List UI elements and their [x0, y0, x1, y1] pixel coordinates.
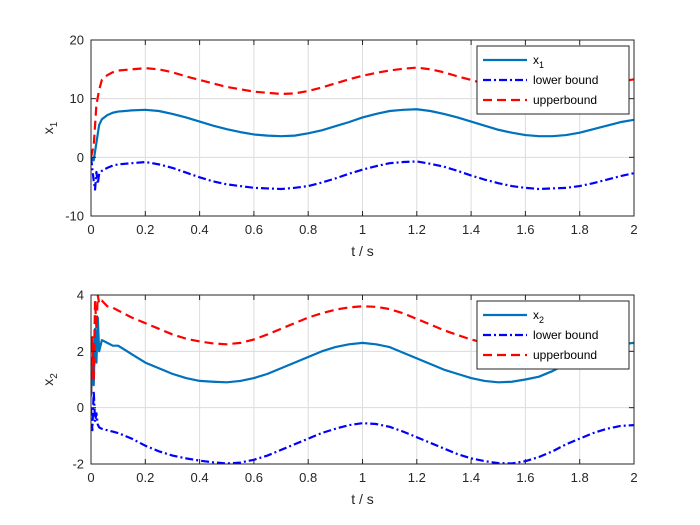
x-tick-label: 1 [359, 470, 366, 485]
legend: x1 lower bound upperbound [476, 45, 630, 115]
series-line-state [91, 316, 634, 397]
y-tick-label: 2 [77, 344, 84, 359]
legend-entry: x1 [533, 53, 544, 70]
x-tick-label: 1.2 [408, 470, 426, 485]
x-tick-label: 1.6 [516, 222, 534, 237]
x-tick-label: 1 [359, 222, 366, 237]
y-axis-label: x1 [40, 121, 60, 134]
legend-entry: x2 [533, 308, 544, 325]
x-tick-label: 0.6 [245, 470, 263, 485]
x-tick-label: 2 [630, 470, 637, 485]
x-axis-label: t / s [351, 243, 374, 259]
y-tick-label: -2 [72, 457, 84, 472]
x-tick-label: 0.6 [245, 222, 263, 237]
x-tick-label: 1.2 [408, 222, 426, 237]
legend-entry: upperbound [533, 348, 597, 362]
series-line-lower-bound [91, 157, 634, 191]
x-tick-label: 0.8 [299, 470, 317, 485]
y-axis-label: x2 [40, 373, 60, 386]
legend-entry: upperbound [533, 93, 597, 107]
x-axis-label: t / s [351, 491, 374, 507]
y-tick-label: 0 [77, 150, 84, 165]
x-tick-label: 0.2 [136, 470, 154, 485]
series-line-upperbound [91, 295, 634, 394]
y-tick-label: 4 [77, 288, 84, 303]
x-tick-label: 1.8 [571, 470, 589, 485]
legend: x2 lower bound upperbound [476, 300, 630, 370]
x-tick-label: 1.4 [462, 470, 480, 485]
x-tick-label: 0.2 [136, 222, 154, 237]
x-tick-label: 1.6 [516, 470, 534, 485]
y-tick-label: 0 [77, 400, 84, 415]
y-tick-label: -10 [65, 209, 84, 224]
x-tick-label: 1.8 [571, 222, 589, 237]
y-tick-label: 10 [70, 91, 84, 106]
x-tick-label: 0 [87, 470, 94, 485]
x-tick-label: 0.4 [191, 222, 209, 237]
y-tick-label: 20 [70, 33, 84, 48]
legend-entry: lower bound [533, 73, 598, 87]
x-tick-label: 1.4 [462, 222, 480, 237]
legend-entry: lower bound [533, 328, 598, 342]
x-tick-label: 0.4 [191, 470, 209, 485]
x-tick-label: 0.8 [299, 222, 317, 237]
x-tick-label: 2 [630, 222, 637, 237]
series-line-state [91, 108, 634, 162]
x-tick-label: 0 [87, 222, 94, 237]
